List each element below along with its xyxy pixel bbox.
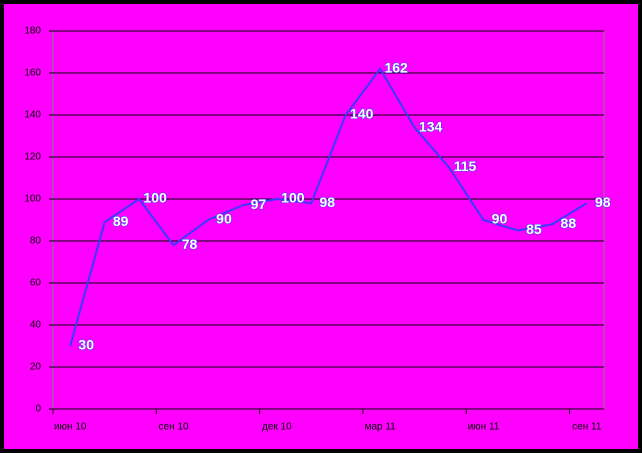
value-label: 98: [595, 194, 611, 210]
y-tick-label: 40: [30, 320, 42, 331]
x-tick-label: сен 11: [572, 422, 602, 433]
y-tick-label: 100: [24, 194, 41, 205]
value-label: 115: [454, 158, 477, 174]
value-label: 78: [182, 236, 198, 252]
value-label: 134: [419, 118, 443, 134]
y-tick-label: 180: [24, 26, 41, 37]
value-label: 98: [319, 194, 335, 210]
value-label: 97: [251, 196, 267, 212]
value-label: 90: [216, 211, 232, 227]
y-tick-label: 140: [24, 110, 41, 121]
value-label: 30: [78, 337, 94, 353]
value-label: 140: [350, 106, 374, 122]
y-tick-label: 0: [35, 404, 41, 415]
x-tick-label: дек 10: [262, 422, 292, 433]
y-tick-label: 20: [30, 362, 42, 373]
y-tick-label: 60: [30, 278, 42, 289]
value-label: 89: [113, 213, 129, 229]
value-label: 85: [526, 221, 542, 237]
data-line: [69, 66, 588, 347]
x-tick-label: сен 10: [159, 422, 189, 433]
y-tick-label: 80: [30, 236, 42, 247]
value-label: 100: [143, 190, 167, 206]
value-label: 100: [281, 190, 305, 206]
x-tick-label: мар 11: [365, 422, 397, 433]
x-tick-label: июн 10: [54, 422, 87, 433]
y-tick-label: 160: [24, 68, 41, 79]
x-tick-label: июн 11: [468, 422, 500, 433]
y-tick-label: 120: [24, 152, 41, 163]
value-label: 162: [384, 60, 408, 76]
value-label: 88: [561, 215, 577, 231]
value-label: 90: [492, 211, 508, 227]
